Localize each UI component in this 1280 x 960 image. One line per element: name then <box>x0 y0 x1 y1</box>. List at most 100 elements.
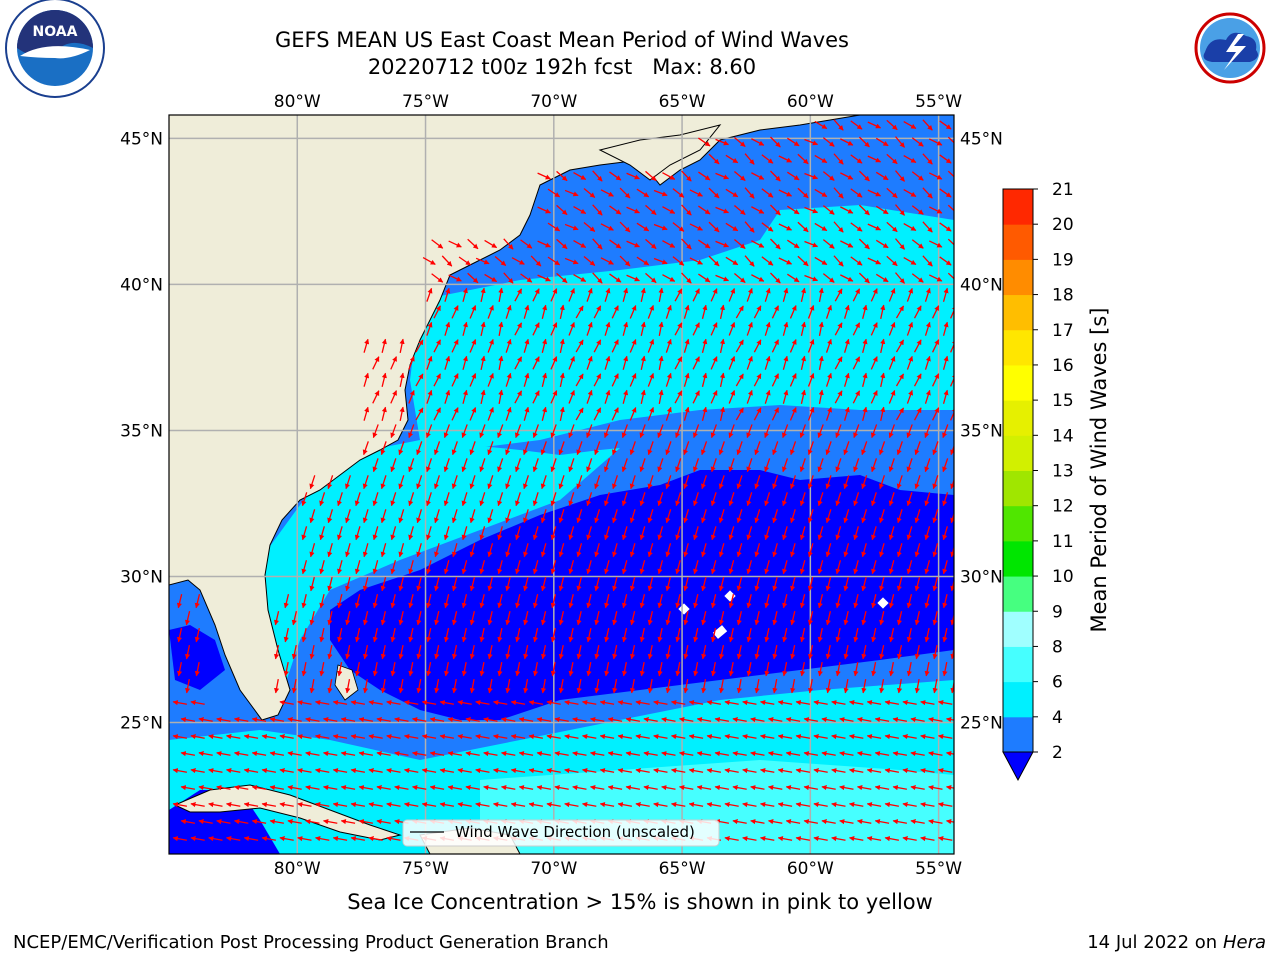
wave-direction-arrow <box>875 171 889 181</box>
wave-direction-arrow <box>487 441 494 456</box>
wave-direction-arrow <box>532 288 540 302</box>
wave-direction-arrow <box>753 373 762 387</box>
wave-direction-arrow <box>530 255 542 267</box>
wave-direction-arrow <box>754 441 761 456</box>
wave-direction-arrow <box>576 543 583 558</box>
colorbar-segment <box>1003 400 1033 436</box>
wave-direction-arrow <box>592 272 603 284</box>
wave-direction-arrow <box>850 256 863 266</box>
wave-direction-arrow <box>870 322 878 336</box>
wave-direction-arrow <box>807 577 814 592</box>
wave-direction-arrow <box>575 407 584 421</box>
wave-direction-arrow <box>693 560 699 575</box>
wave-direction-arrow <box>906 492 913 507</box>
wave-direction-arrow <box>415 373 424 387</box>
wave-direction-arrow <box>415 339 424 353</box>
wave-direction-arrow <box>861 475 868 490</box>
wave-direction-arrow <box>537 172 551 180</box>
wave-direction-arrow <box>487 338 494 353</box>
wave-direction-arrow <box>380 509 387 524</box>
wave-direction-arrow <box>715 274 729 282</box>
wave-direction-arrow <box>629 339 637 353</box>
wave-direction-arrow <box>814 222 828 232</box>
wave-direction-arrow <box>469 509 476 524</box>
wave-direction-arrow <box>895 272 905 284</box>
wave-direction-arrow <box>665 304 672 319</box>
colorbar-segment <box>1003 576 1033 612</box>
wave-direction-arrow <box>327 577 333 592</box>
wave-direction-arrow <box>911 205 924 215</box>
wave-direction-arrow <box>770 238 781 250</box>
wave-direction-arrow <box>736 441 743 456</box>
wave-direction-arrow <box>719 406 726 421</box>
wave-direction-arrow <box>895 204 905 216</box>
wave-direction-arrow <box>840 138 854 146</box>
wave-direction-arrow <box>789 441 797 456</box>
wave-direction-arrow <box>547 256 561 266</box>
wave-direction-arrow <box>875 205 889 215</box>
colorbar-segment <box>1003 716 1033 753</box>
wave-direction-arrow <box>744 153 755 165</box>
wave-direction-arrow <box>834 288 843 302</box>
colorbar-segment <box>1003 681 1033 718</box>
wave-direction-arrow <box>786 205 800 215</box>
wave-direction-arrow <box>850 222 863 232</box>
wave-direction-arrow <box>932 441 939 456</box>
wave-direction-arrow <box>576 475 583 490</box>
wave-direction-arrow <box>782 389 789 404</box>
wave-direction-arrow <box>825 441 832 456</box>
wave-direction-arrow <box>469 339 477 353</box>
wave-direction-arrow <box>698 273 711 283</box>
colorbar-segment <box>1003 470 1033 507</box>
wave-direction-arrow <box>559 372 565 387</box>
wave-direction-arrow <box>674 390 683 404</box>
wave-direction-arrow <box>807 372 815 387</box>
wave-direction-arrow <box>911 273 924 283</box>
wave-direction-arrow <box>850 154 863 164</box>
wave-direction-arrow <box>600 189 614 197</box>
wave-direction-arrow <box>942 560 948 575</box>
wave-direction-arrow <box>480 389 486 404</box>
wave-direction-arrow <box>612 543 618 558</box>
wave-direction-arrow <box>939 222 952 232</box>
wave-direction-arrow <box>922 221 933 233</box>
colorbar-tick-label: 12 <box>1052 497 1074 517</box>
wave-direction-arrow <box>818 287 824 302</box>
wave-direction-arrow <box>746 458 753 473</box>
machine-name: Hera <box>1222 932 1266 953</box>
wave-direction-arrow <box>593 339 602 353</box>
north-america-land <box>169 115 861 721</box>
chart-title: GEFS MEAN US East Coast Mean Period of W… <box>275 28 849 52</box>
wave-direction-arrow <box>657 424 664 439</box>
wave-direction-arrow <box>764 560 770 575</box>
wave-direction-arrow <box>665 543 672 558</box>
wave-direction-arrow <box>573 239 587 249</box>
wave-direction-arrow <box>451 373 459 387</box>
wave-direction-arrow <box>715 206 729 214</box>
wave-direction-arrow <box>319 594 325 609</box>
wave-direction-arrow <box>835 594 841 609</box>
wave-direction-arrow <box>514 424 522 439</box>
wave-direction-arrow <box>550 560 557 575</box>
wave-direction-arrow <box>550 492 557 507</box>
wave-direction-arrow <box>647 577 654 592</box>
wave-direction-arrow <box>657 594 663 609</box>
wave-direction-arrow <box>467 238 479 250</box>
wave-direction-arrow <box>914 441 921 456</box>
wave-direction-arrow <box>505 372 512 387</box>
wave-direction-arrow <box>771 339 779 353</box>
wave-direction-arrow <box>573 171 587 181</box>
wave-direction-arrow <box>497 424 504 439</box>
wave-direction-arrow <box>834 356 843 370</box>
wind-wave-direction-arrows <box>172 119 954 842</box>
wave-direction-arrow <box>568 390 575 404</box>
wave-direction-arrow <box>825 577 832 592</box>
lat-tick-label-left: 40°N <box>120 275 163 295</box>
wave-direction-arrow <box>843 509 850 524</box>
wave-direction-arrow <box>399 372 405 387</box>
wave-direction-arrow <box>653 189 668 197</box>
wave-direction-arrow <box>867 257 882 265</box>
wave-direction-arrow <box>861 577 867 592</box>
wave-direction-arrow <box>840 240 854 248</box>
wave-direction-arrow <box>683 543 689 558</box>
